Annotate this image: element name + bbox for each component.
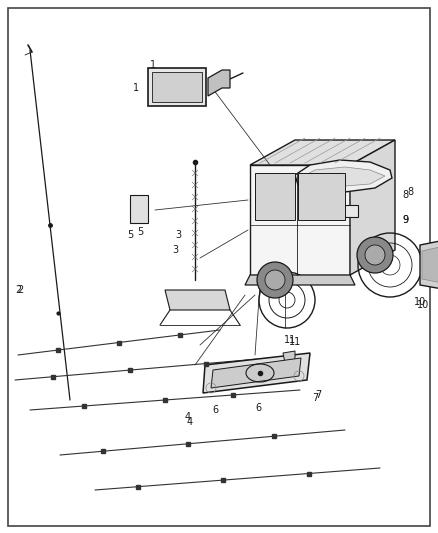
Polygon shape: [250, 140, 395, 165]
FancyBboxPatch shape: [152, 72, 202, 102]
Polygon shape: [420, 240, 438, 290]
Text: 5: 5: [127, 230, 133, 240]
Text: 9: 9: [402, 215, 408, 225]
Circle shape: [365, 245, 385, 265]
Text: 7: 7: [315, 390, 321, 400]
Polygon shape: [250, 165, 350, 275]
Polygon shape: [350, 140, 395, 275]
Circle shape: [357, 237, 393, 273]
Circle shape: [257, 262, 293, 298]
Text: 6: 6: [255, 403, 261, 413]
Polygon shape: [208, 70, 230, 96]
Text: 8: 8: [407, 187, 413, 197]
Circle shape: [265, 270, 285, 290]
Text: 3: 3: [172, 245, 178, 255]
Text: 2: 2: [17, 285, 23, 295]
Text: 1: 1: [133, 83, 139, 93]
Polygon shape: [422, 247, 438, 283]
FancyBboxPatch shape: [318, 205, 358, 217]
Text: 3: 3: [175, 230, 181, 240]
Text: 1: 1: [150, 60, 156, 70]
Polygon shape: [203, 353, 310, 393]
Polygon shape: [283, 351, 295, 363]
FancyBboxPatch shape: [130, 195, 148, 223]
Polygon shape: [255, 173, 295, 220]
Polygon shape: [211, 358, 301, 388]
Text: 5: 5: [137, 227, 143, 237]
Polygon shape: [300, 167, 385, 186]
Text: 10: 10: [414, 297, 426, 307]
FancyBboxPatch shape: [148, 68, 206, 106]
Text: 8: 8: [402, 190, 408, 200]
Text: 7: 7: [312, 393, 318, 403]
Polygon shape: [245, 275, 355, 285]
Polygon shape: [298, 173, 345, 220]
Text: 4: 4: [187, 417, 193, 427]
Text: 9: 9: [402, 215, 408, 225]
Text: 2: 2: [15, 285, 21, 295]
Text: 4: 4: [185, 412, 191, 422]
Text: 11: 11: [284, 335, 296, 345]
Text: 6: 6: [212, 405, 218, 415]
Polygon shape: [295, 160, 392, 192]
Text: 11: 11: [289, 337, 301, 347]
Text: 10: 10: [417, 300, 429, 310]
Polygon shape: [165, 290, 230, 310]
